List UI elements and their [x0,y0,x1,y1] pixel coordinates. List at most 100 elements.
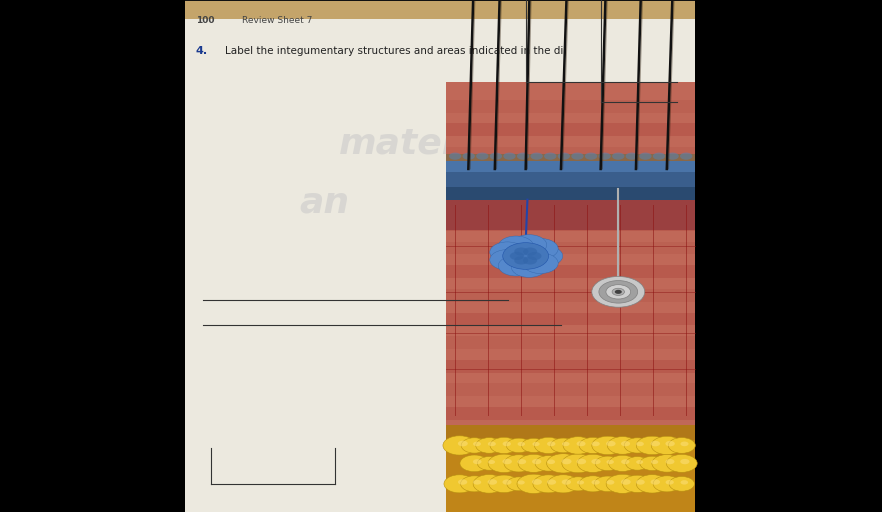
Bar [185,0,695,512]
Circle shape [458,441,467,446]
Bar [446,147,695,160]
Circle shape [612,153,624,160]
Circle shape [680,459,690,464]
Circle shape [518,454,549,473]
Circle shape [533,475,564,493]
Bar [446,383,695,396]
Circle shape [681,480,688,484]
Circle shape [490,242,525,262]
Circle shape [550,438,576,453]
Circle shape [503,479,512,485]
Circle shape [578,454,609,473]
Circle shape [621,459,630,464]
Circle shape [535,456,562,471]
Circle shape [651,460,658,464]
Circle shape [547,459,555,464]
Circle shape [449,153,461,160]
Circle shape [579,437,607,454]
Text: 4.: 4. [196,46,207,56]
Circle shape [523,257,537,265]
Circle shape [577,441,586,446]
Bar [446,218,695,231]
Circle shape [665,459,675,464]
Circle shape [532,479,542,485]
Circle shape [592,480,600,485]
Text: 100: 100 [196,16,214,25]
Circle shape [473,475,505,493]
Circle shape [547,441,556,446]
Circle shape [504,153,516,160]
Circle shape [599,153,611,160]
Circle shape [606,285,631,299]
Bar [446,440,695,512]
Bar [446,154,695,161]
Circle shape [577,459,587,464]
Circle shape [503,243,549,269]
Bar [446,123,695,136]
Circle shape [489,475,519,493]
Circle shape [562,459,572,464]
Circle shape [623,475,652,493]
Circle shape [527,252,542,260]
Circle shape [562,454,594,473]
Circle shape [669,438,695,453]
Bar [446,289,695,302]
Circle shape [599,281,638,303]
Circle shape [507,477,531,491]
Circle shape [462,153,475,160]
Circle shape [473,480,482,485]
Bar [446,159,695,172]
Circle shape [592,441,600,446]
Circle shape [608,437,638,454]
Circle shape [666,480,674,485]
Circle shape [503,441,511,446]
Bar [185,0,695,1]
Bar [446,425,695,512]
Circle shape [667,455,697,472]
Bar [446,82,695,512]
Text: Review Sheet 7: Review Sheet 7 [243,16,312,25]
Circle shape [653,153,665,160]
Circle shape [518,459,527,464]
Bar [446,200,695,230]
Circle shape [498,255,534,276]
Circle shape [477,457,501,470]
Circle shape [523,239,558,259]
Circle shape [532,459,542,464]
Circle shape [488,479,497,485]
Bar [446,407,695,420]
Circle shape [612,288,624,295]
Circle shape [621,479,631,485]
Circle shape [514,247,528,255]
Circle shape [512,234,547,255]
Bar [446,184,695,200]
Circle shape [518,442,525,446]
Bar [446,170,695,183]
Circle shape [585,153,597,160]
Bar [446,265,695,278]
Text: Label the integumentary structures and areas indicated in the di: Label the integumentary structures and a… [225,46,563,56]
Circle shape [544,153,557,160]
Circle shape [594,476,621,492]
Circle shape [458,479,467,485]
Circle shape [680,441,689,446]
Circle shape [669,477,694,491]
Circle shape [579,476,607,492]
Bar [446,312,695,325]
Circle shape [504,455,534,472]
Circle shape [615,290,622,294]
Circle shape [498,236,534,257]
Text: an: an [300,185,350,220]
Circle shape [460,476,488,492]
Circle shape [639,153,652,160]
Circle shape [636,480,645,485]
Circle shape [651,436,683,455]
Circle shape [562,442,570,446]
Circle shape [518,480,525,484]
Circle shape [591,459,601,464]
Circle shape [476,153,489,160]
Circle shape [547,479,557,485]
Circle shape [488,441,496,446]
Bar [446,100,695,113]
Circle shape [639,456,664,471]
